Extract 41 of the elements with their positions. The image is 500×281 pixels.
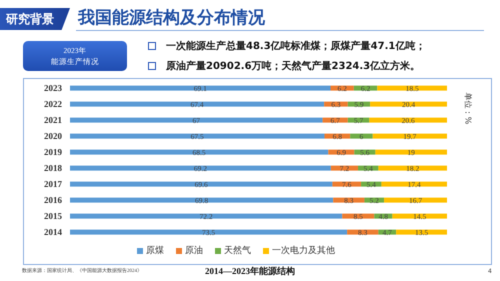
- y-tick-label: 2022: [44, 99, 62, 110]
- y-tick-label: 2019: [44, 147, 62, 158]
- bar: [70, 134, 324, 139]
- bar: [350, 134, 373, 139]
- text: 一次能源生产总量48.3亿吨标准煤；原煤产量47.1亿吨；: [166, 40, 426, 53]
- legend-label: 原煤: [145, 244, 164, 257]
- bar: [70, 150, 328, 155]
- bar: [372, 134, 447, 139]
- bar: [375, 150, 447, 155]
- text: 单位：%: [462, 92, 474, 126]
- bar: [384, 198, 447, 203]
- text: 2014—2023年能源结构: [205, 266, 295, 276]
- bar: [369, 118, 447, 123]
- y-tick-label: 2017: [44, 179, 62, 190]
- bar: [70, 214, 342, 219]
- bar: [381, 182, 447, 187]
- bar: [70, 118, 323, 123]
- bar: [70, 102, 324, 107]
- legend-label: 原油: [184, 244, 203, 257]
- bar: [377, 86, 447, 91]
- bar: [378, 166, 447, 171]
- bar: [396, 230, 447, 235]
- bar: [70, 198, 334, 203]
- y-tick-label: 2014: [44, 227, 62, 238]
- y-tick-label: 2021: [44, 115, 62, 126]
- bar: [70, 86, 331, 91]
- bar: [70, 230, 348, 235]
- legend-label: 天然气: [223, 244, 251, 257]
- legend-label: 一次电力及其他: [271, 244, 335, 257]
- y-tick-label: 2020: [44, 131, 62, 142]
- text: 原油产量20902.6万吨；天然气产量2324.3亿立方米。: [166, 59, 420, 73]
- bar: [392, 214, 447, 219]
- y-tick-label: 2015: [44, 211, 62, 222]
- y-tick-label: 2016: [44, 195, 62, 206]
- y-tick-label: 2023: [44, 83, 62, 94]
- text: 我国能源结构及分布情况: [78, 7, 265, 29]
- bar: [70, 182, 332, 187]
- bar: [370, 102, 447, 107]
- y-tick-label: 2018: [44, 163, 62, 174]
- bar: [70, 166, 331, 171]
- text: 研究背景: [6, 11, 54, 28]
